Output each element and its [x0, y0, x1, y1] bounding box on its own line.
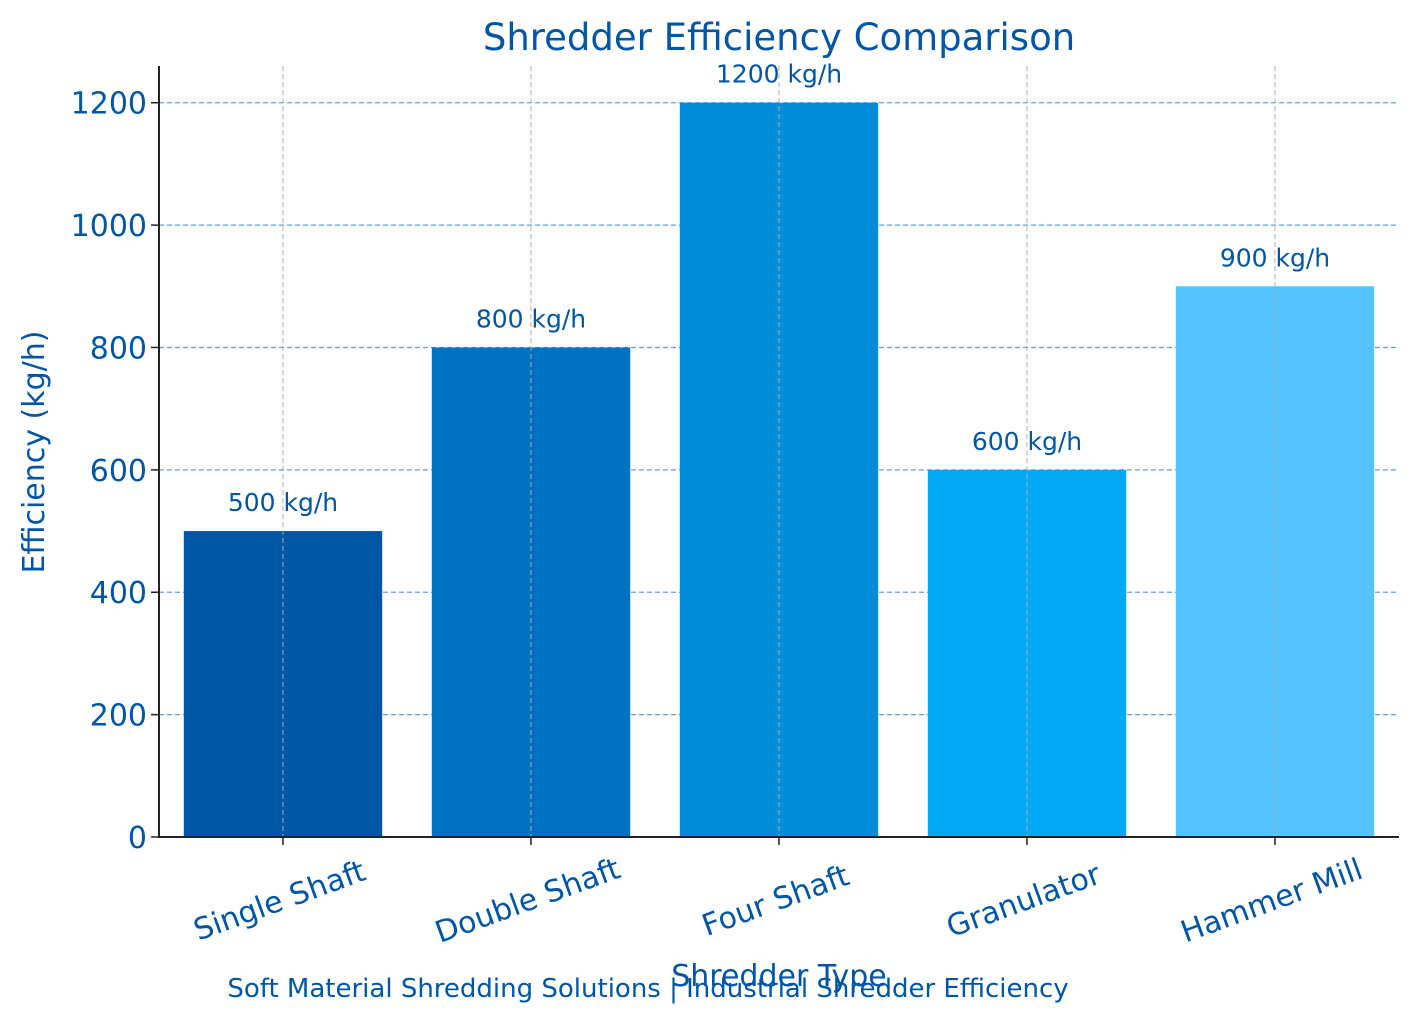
y-tick-label: 800 — [90, 331, 147, 366]
bar-value-label: 900 kg/h — [1220, 243, 1330, 272]
y-tick-label: 600 — [90, 454, 147, 489]
x-tick-label: Hammer Mill — [1176, 852, 1367, 950]
footer-caption: Soft Material Shredding Solutions | Indu… — [227, 974, 1068, 1004]
x-tick-label: Single Shaft — [189, 854, 370, 949]
bar-value-label: 1200 kg/h — [716, 60, 842, 89]
x-axis-ticks: Single Shaft Double Shaft Four Shaft Granul… — [189, 837, 1367, 951]
chart-title: Shredder Efficiency Comparison — [483, 16, 1075, 59]
x-tick-label: Four Shaft — [698, 858, 855, 944]
x-tick-label: Granulator — [942, 857, 1106, 945]
vertical-grid-lines — [282, 66, 1276, 837]
y-tick-label: 400 — [90, 576, 147, 611]
y-tick-label: 1200 — [71, 87, 147, 122]
bar-value-label: 500 kg/h — [228, 488, 338, 517]
x-axis-label: Shredder Type — [671, 959, 887, 994]
y-tick-label: 0 — [128, 821, 147, 856]
bar-value-label: 600 kg/h — [972, 427, 1082, 456]
x-tick-label: Double Shaft — [431, 851, 626, 950]
bar-value-labels: 500 kg/h 800 kg/h 1200 kg/h 600 kg/h 900 kg/… — [228, 60, 1330, 517]
y-tick-label: 1000 — [71, 209, 147, 244]
y-axis-label: Efficiency (kg/h) — [17, 331, 52, 574]
y-axis-ticks: 0 200 400 600 800 1000 1200 — [71, 87, 159, 856]
bar-value-label: 800 kg/h — [476, 304, 586, 333]
y-tick-label: 200 — [90, 699, 147, 734]
